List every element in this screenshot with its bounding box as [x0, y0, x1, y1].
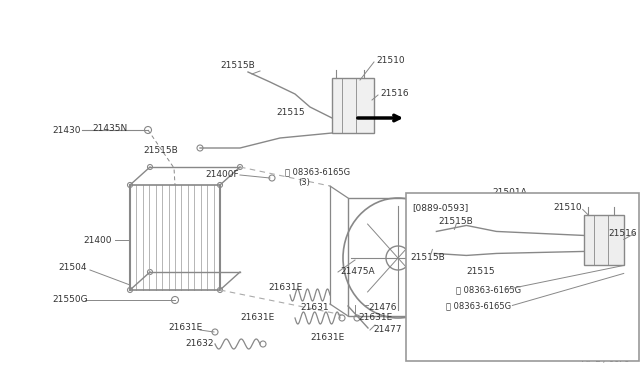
- Bar: [584, 215, 624, 266]
- Text: 21516: 21516: [380, 89, 408, 97]
- Text: 21515B: 21515B: [143, 145, 178, 154]
- Text: 21475A: 21475A: [340, 267, 374, 276]
- Text: 21430: 21430: [52, 125, 81, 135]
- Text: (3): (3): [298, 177, 310, 186]
- Text: Ⓢ 08363-6165G: Ⓢ 08363-6165G: [456, 285, 522, 294]
- Text: 21632: 21632: [185, 340, 214, 349]
- Bar: [332, 78, 374, 133]
- Text: Ⓢ 08363-6165G: Ⓢ 08363-6165G: [285, 167, 350, 176]
- Text: 21400F: 21400F: [205, 170, 239, 179]
- Text: 21501A: 21501A: [492, 187, 527, 196]
- Text: 21476: 21476: [368, 304, 397, 312]
- Text: Ⓢ 08363-6165G: Ⓢ 08363-6165G: [447, 301, 511, 310]
- Text: 21515B: 21515B: [220, 61, 255, 70]
- Text: 21515B: 21515B: [410, 253, 445, 262]
- Text: 21501B: 21501B: [455, 346, 490, 355]
- Text: AP 2 / 00P9: AP 2 / 00P9: [582, 355, 630, 364]
- Text: 21631: 21631: [300, 304, 328, 312]
- Text: 21477: 21477: [373, 326, 401, 334]
- Text: 21515B: 21515B: [438, 217, 473, 226]
- Text: 21501A: 21501A: [532, 272, 567, 280]
- Text: 21510: 21510: [376, 55, 404, 64]
- Bar: [406, 193, 639, 361]
- Text: 21400: 21400: [83, 235, 112, 244]
- Text: [0889-0593]: [0889-0593]: [412, 203, 468, 212]
- Text: 21631E: 21631E: [168, 324, 202, 333]
- Text: 21631E: 21631E: [358, 314, 392, 323]
- Text: 21515: 21515: [276, 108, 305, 116]
- Text: 21503: 21503: [535, 295, 564, 305]
- Text: 21501A: 21501A: [452, 253, 487, 263]
- Text: 21516: 21516: [608, 229, 637, 238]
- Text: 21631E: 21631E: [241, 314, 275, 323]
- Text: 21631E: 21631E: [268, 282, 302, 292]
- Text: 21515: 21515: [467, 267, 495, 276]
- Text: 21504: 21504: [58, 263, 86, 273]
- Text: 21631E: 21631E: [310, 334, 344, 343]
- Text: 21435N: 21435N: [92, 124, 127, 132]
- Text: 21550G: 21550G: [52, 295, 88, 305]
- Text: 21510: 21510: [553, 203, 582, 212]
- Text: 21501: 21501: [532, 228, 561, 237]
- Bar: [348, 198, 443, 316]
